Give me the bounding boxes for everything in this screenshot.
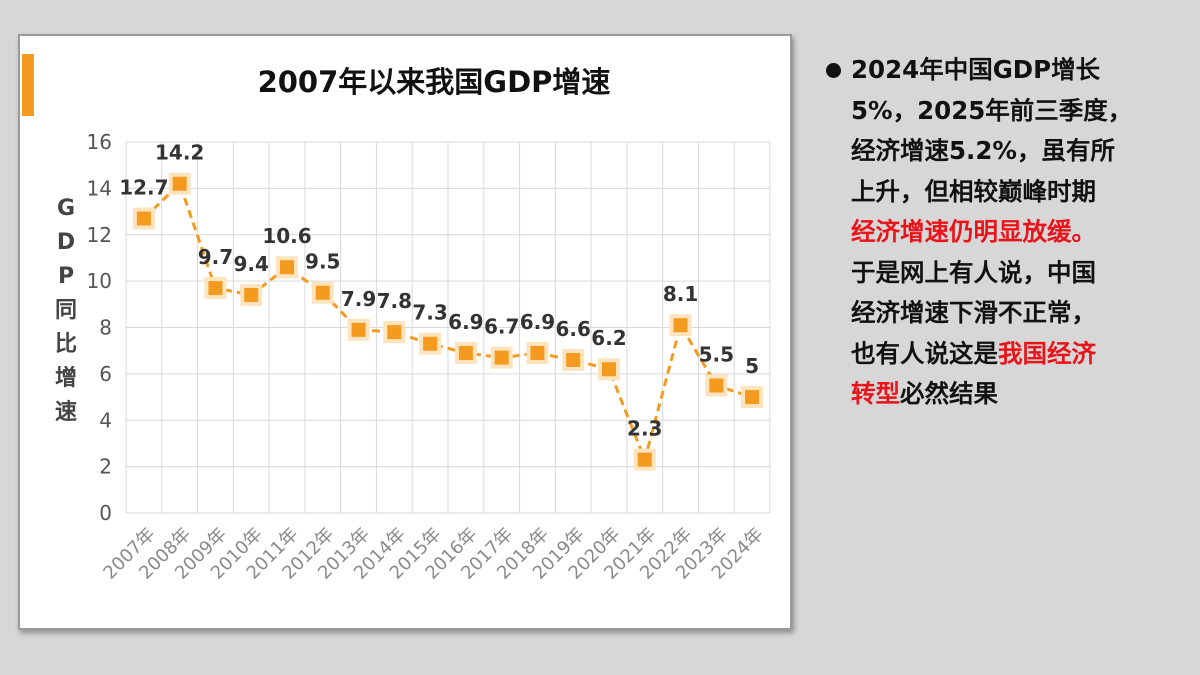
- data-point-marker: [709, 378, 724, 393]
- data-point-marker: [315, 285, 330, 300]
- data-point-marker: [566, 352, 581, 367]
- y-tick-label: 12: [87, 223, 112, 247]
- data-point-marker: [637, 452, 652, 467]
- y-axis-title-char: G: [57, 196, 75, 221]
- data-label: 6.9: [520, 310, 555, 334]
- data-label: 6.7: [484, 315, 519, 339]
- data-point-marker: [244, 288, 259, 303]
- y-axis-title-char: 比: [55, 332, 77, 357]
- y-axis-title-char: 增: [55, 365, 77, 391]
- highlighted-text: 经济增速仍明显放缓。: [851, 217, 1096, 246]
- body-text: 必然结果: [900, 379, 998, 408]
- y-tick-label: 6: [99, 362, 112, 386]
- data-label: 6.6: [556, 317, 591, 341]
- data-label: 5: [745, 354, 759, 378]
- title-accent-bar: [22, 54, 34, 116]
- data-point-marker: [423, 336, 438, 351]
- y-tick-label: 4: [99, 408, 112, 432]
- data-label: 12.7: [119, 176, 168, 200]
- body-text: 于是网上有人说，中国 经济增速下滑不正常， 也有人说这是: [851, 257, 1096, 368]
- data-label: 9.5: [305, 250, 340, 274]
- data-point-marker: [673, 318, 688, 333]
- data-label: 6.2: [591, 326, 626, 350]
- data-label: 9.4: [234, 252, 269, 276]
- data-point-marker: [602, 362, 616, 377]
- y-tick-label: 2: [99, 455, 112, 479]
- data-point-marker: [745, 390, 760, 405]
- y-axis-title-char: P: [58, 264, 74, 289]
- commentary-panel: 2024年中国GDP增长 5%，2025年前三季度， 经济增速5.2%，虽有所 …: [826, 50, 1181, 415]
- data-point-marker: [458, 346, 473, 361]
- data-label: 7.3: [412, 301, 447, 325]
- y-tick-label: 10: [87, 269, 112, 293]
- data-label: 9.7: [198, 245, 233, 269]
- data-label: 7.9: [341, 287, 376, 311]
- body-text: 2024年中国GDP增长 5%，2025年前三季度， 经济增速5.2%，虽有所 …: [851, 55, 1133, 206]
- data-markers: [132, 172, 764, 471]
- data-point-marker: [387, 325, 402, 340]
- data-labels: 12.714.29.7 9.410.69.57.9 7.8 7.3 6.9 6.7 6.9 6…: [119, 141, 759, 441]
- data-point-marker: [494, 350, 509, 365]
- data-label: 8.1: [663, 282, 698, 306]
- highlighted-text: 我国经济 转型: [851, 338, 1096, 409]
- data-label: 6.9: [448, 310, 483, 334]
- data-point-marker: [172, 176, 187, 191]
- data-point-marker: [351, 322, 366, 337]
- data-point-marker: [280, 260, 294, 275]
- data-label: 5.5: [699, 342, 734, 366]
- y-tick-label: 14: [87, 176, 112, 200]
- chart-title: 2007年以来我国GDP增速: [258, 65, 611, 99]
- data-label: 7.8: [377, 289, 412, 313]
- y-tick-label: 0: [99, 501, 112, 525]
- data-point-marker: [208, 281, 223, 296]
- commentary-text: 2024年中国GDP增长 5%，2025年前三季度， 经济增速5.2%，虽有所 …: [851, 50, 1181, 415]
- y-tick-label: 8: [99, 316, 112, 340]
- data-point-marker: [530, 346, 545, 361]
- series-line: [142, 180, 753, 465]
- y-axis-title-char: 速: [55, 399, 77, 425]
- grid-lines: [125, 141, 771, 514]
- y-tick-labels: 0 2 4 6 8 10 12 14 16: [87, 130, 112, 525]
- data-label: 2.3: [627, 417, 662, 441]
- y-tick-label: 16: [87, 130, 112, 154]
- bullet-icon: [826, 63, 841, 78]
- data-point-marker: [136, 211, 151, 226]
- data-label: 14.2: [155, 141, 204, 165]
- data-label: 10.6: [262, 224, 311, 248]
- x-tick-labels: 2007年2008年2009年2010年2011年2012年2013年2014年…: [99, 524, 767, 584]
- y-axis-title-char: 同: [55, 298, 77, 323]
- y-axis-title-char: D: [57, 230, 75, 255]
